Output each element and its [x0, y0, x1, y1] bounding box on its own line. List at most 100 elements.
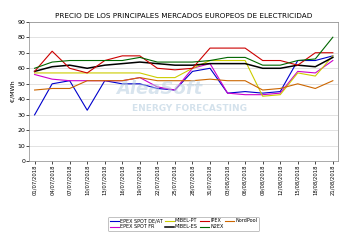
EPEX SPOT DE/AT [190, 70, 195, 73]
MIBEL-PT [50, 72, 54, 74]
N2EX [190, 61, 195, 64]
EPEX SPOT FR [173, 89, 177, 92]
MIBEL-PT [190, 67, 195, 70]
EPEX SPOT DE/AT [208, 67, 212, 70]
MIBEL-ES [260, 67, 265, 70]
EPEX SPOT DE/AT [68, 79, 72, 82]
N2EX [85, 59, 89, 62]
MIBEL-PT [313, 75, 317, 78]
EPEX SPOT DE/AT [226, 92, 230, 94]
Text: AleaSoft: AleaSoft [116, 80, 202, 98]
MIBEL-ES [138, 61, 142, 64]
EPEX SPOT FR [260, 93, 265, 96]
NordPool [103, 79, 107, 82]
EPEX SPOT FR [68, 79, 72, 82]
EPEX SPOT DE/AT [296, 59, 300, 62]
NordPool [208, 78, 212, 80]
Line: IPEX: IPEX [34, 48, 333, 73]
MIBEL-ES [68, 64, 72, 67]
MIBEL-ES [243, 62, 247, 65]
EPEX SPOT FR [278, 92, 282, 94]
Line: N2EX: N2EX [34, 37, 333, 68]
EPEX SPOT DE/AT [278, 90, 282, 93]
N2EX [313, 58, 317, 60]
EPEX SPOT DE/AT [243, 90, 247, 93]
MIBEL-PT [243, 59, 247, 62]
MIBEL-ES [226, 62, 230, 65]
MIBEL-ES [208, 62, 212, 65]
EPEX SPOT DE/AT [331, 54, 335, 57]
MIBEL-ES [173, 64, 177, 67]
EPEX SPOT FR [32, 73, 37, 76]
N2EX [331, 36, 335, 39]
EPEX SPOT FR [190, 67, 195, 70]
Line: EPEX SPOT DE/AT: EPEX SPOT DE/AT [34, 56, 333, 115]
MIBEL-PT [226, 59, 230, 62]
EPEX SPOT FR [313, 72, 317, 74]
EPEX SPOT FR [226, 92, 230, 94]
NordPool [226, 79, 230, 82]
NordPool [173, 79, 177, 82]
MIBEL-PT [120, 72, 125, 74]
EPEX SPOT FR [331, 59, 335, 62]
EPEX SPOT DE/AT [120, 82, 125, 85]
N2EX [226, 56, 230, 59]
NordPool [32, 89, 37, 92]
N2EX [296, 59, 300, 62]
EPEX SPOT FR [138, 76, 142, 79]
N2EX [260, 64, 265, 67]
IPEX [155, 67, 159, 70]
EPEX SPOT FR [208, 62, 212, 65]
MIBEL-PT [278, 93, 282, 96]
EPEX SPOT DE/AT [173, 89, 177, 92]
MIBEL-ES [313, 65, 317, 68]
IPEX [226, 47, 230, 50]
N2EX [208, 59, 212, 62]
IPEX [331, 51, 335, 54]
IPEX [32, 70, 37, 73]
IPEX [208, 47, 212, 50]
N2EX [138, 56, 142, 59]
IPEX [243, 47, 247, 50]
MIBEL-ES [190, 64, 195, 67]
NordPool [296, 82, 300, 85]
MIBEL-PT [68, 72, 72, 74]
MIBEL-PT [32, 72, 37, 74]
EPEX SPOT DE/AT [138, 82, 142, 85]
EPEX SPOT FR [296, 70, 300, 73]
Line: EPEX SPOT FR: EPEX SPOT FR [34, 60, 333, 95]
MIBEL-PT [155, 76, 159, 79]
N2EX [50, 61, 54, 64]
Line: NordPool: NordPool [34, 78, 333, 90]
EPEX SPOT FR [155, 86, 159, 88]
EPEX SPOT FR [50, 78, 54, 80]
IPEX [85, 72, 89, 74]
Line: MIBEL-ES: MIBEL-ES [34, 57, 333, 71]
EPEX SPOT FR [120, 79, 125, 82]
EPEX SPOT FR [85, 79, 89, 82]
IPEX [296, 64, 300, 67]
N2EX [155, 61, 159, 64]
EPEX SPOT DE/AT [103, 79, 107, 82]
NordPool [50, 87, 54, 90]
MIBEL-PT [208, 59, 212, 62]
IPEX [260, 59, 265, 62]
IPEX [50, 50, 54, 53]
NordPool [313, 87, 317, 90]
MIBEL-PT [296, 72, 300, 74]
N2EX [120, 59, 125, 62]
NordPool [260, 89, 265, 92]
EPEX SPOT DE/AT [85, 109, 89, 112]
MIBEL-ES [296, 64, 300, 67]
MIBEL-ES [50, 65, 54, 68]
EPEX SPOT DE/AT [313, 59, 317, 62]
MIBEL-ES [85, 67, 89, 70]
IPEX [190, 67, 195, 70]
N2EX [173, 61, 177, 64]
MIBEL-ES [32, 70, 37, 73]
NordPool [331, 79, 335, 82]
Line: MIBEL-PT: MIBEL-PT [34, 56, 333, 96]
IPEX [313, 51, 317, 54]
EPEX SPOT DE/AT [260, 92, 265, 94]
IPEX [68, 67, 72, 70]
